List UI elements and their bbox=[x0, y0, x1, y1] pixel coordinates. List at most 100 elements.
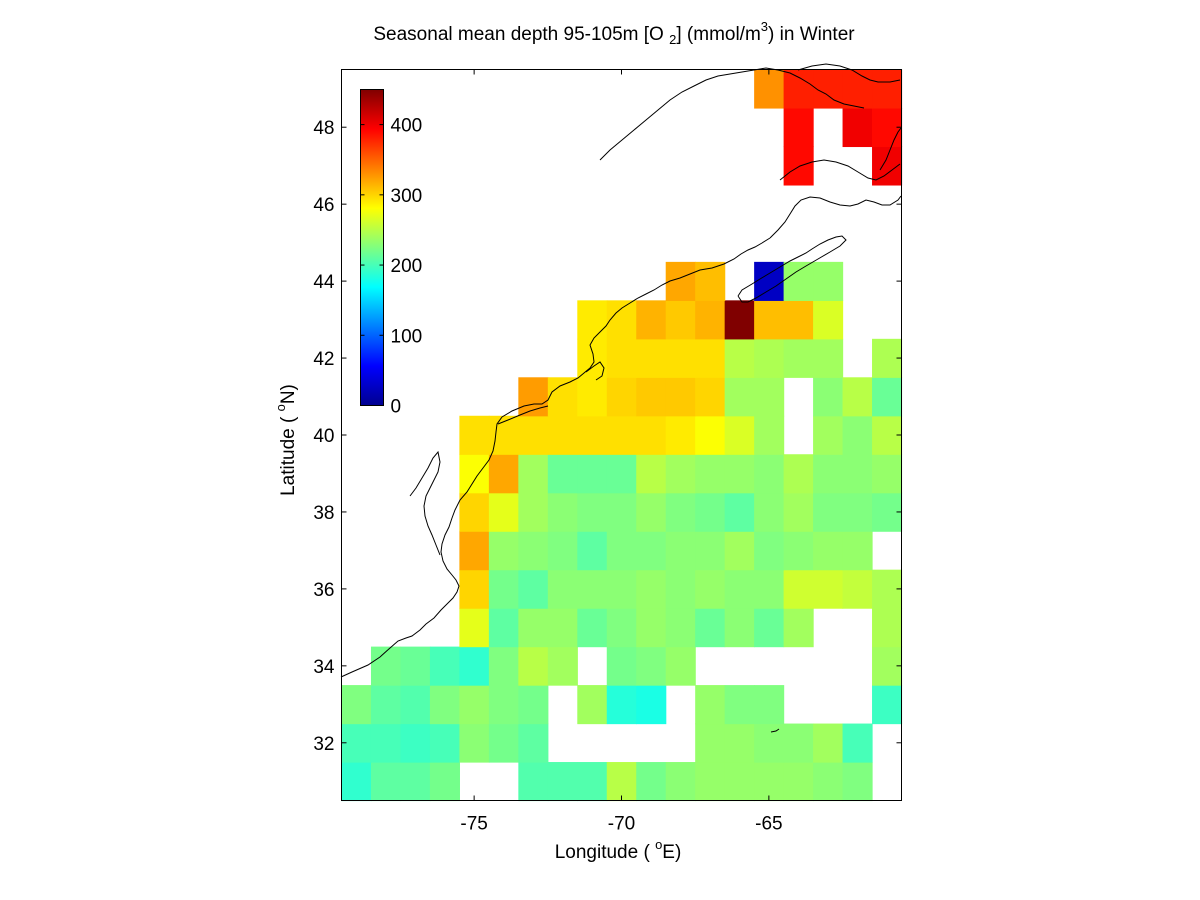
heatmap-cell bbox=[547, 762, 578, 802]
colorbar-ticks: 0 100 200 300 400 bbox=[360, 116, 423, 418]
heatmap-cell bbox=[695, 261, 726, 301]
coastline-cape-cod bbox=[585, 361, 605, 381]
heatmap-cell bbox=[606, 338, 637, 378]
heatmap-cell bbox=[695, 300, 726, 340]
heatmap-cell bbox=[606, 492, 637, 532]
heatmap-cell bbox=[813, 377, 844, 417]
heatmap-cell bbox=[636, 608, 667, 648]
heatmap-cell bbox=[695, 415, 726, 455]
heatmap-cell bbox=[665, 531, 696, 571]
heatmap-cell bbox=[695, 608, 726, 648]
heatmap-cell bbox=[488, 569, 519, 609]
heatmap-cell bbox=[813, 415, 844, 455]
heatmap-cell bbox=[459, 723, 490, 763]
heatmap-cell bbox=[577, 377, 608, 417]
heatmap-cell bbox=[783, 69, 814, 109]
heatmap-cell bbox=[783, 608, 814, 648]
heatmap-cell bbox=[695, 338, 726, 378]
heatmap-cell bbox=[813, 338, 844, 378]
heatmap-cell bbox=[518, 723, 549, 763]
y-tick-label: 34 bbox=[313, 657, 335, 678]
heatmap-cell bbox=[783, 454, 814, 494]
heatmap-cell bbox=[547, 454, 578, 494]
heatmap-cell bbox=[370, 762, 402, 802]
heatmap-cell bbox=[695, 377, 726, 417]
heatmap-cell bbox=[813, 531, 844, 571]
heatmap-cell bbox=[636, 377, 667, 417]
colorbar-tick-label: 0 bbox=[391, 397, 402, 418]
heatmap-cell bbox=[754, 454, 785, 494]
heatmap-cell bbox=[606, 569, 637, 609]
heatmap-cell bbox=[636, 646, 667, 686]
heatmap-cell bbox=[665, 415, 696, 455]
heatmap-cell bbox=[813, 454, 844, 494]
heatmap-cell bbox=[695, 685, 726, 725]
heatmap-cell bbox=[665, 377, 696, 417]
heatmap-cell bbox=[429, 646, 460, 686]
heatmap-cell bbox=[872, 454, 903, 494]
axis-ticks: -75 -70 -65 32 34 36 38 40 42 44 46 48 bbox=[313, 69, 902, 835]
heatmap-cells bbox=[341, 69, 903, 802]
heatmap-cell bbox=[724, 762, 755, 802]
heatmap-cell bbox=[783, 338, 814, 378]
coastline-north-shore bbox=[797, 63, 901, 83]
heatmap-cell bbox=[518, 569, 549, 609]
heatmap-cell bbox=[813, 569, 844, 609]
coastline-nova-scotia bbox=[737, 235, 847, 303]
heatmap-cell bbox=[429, 685, 460, 725]
heatmap-cell bbox=[606, 608, 637, 648]
heatmap-cell bbox=[518, 646, 549, 686]
colorbar-tick-label: 200 bbox=[391, 256, 423, 277]
heatmap-cell bbox=[665, 569, 696, 609]
x-tick-label: -70 bbox=[608, 814, 635, 835]
heatmap-cell bbox=[665, 646, 696, 686]
heatmap-cell bbox=[813, 69, 844, 109]
heatmap-cell bbox=[577, 685, 608, 725]
heatmap-cell bbox=[842, 454, 873, 494]
heatmap-cell bbox=[606, 377, 637, 417]
heatmap-cell bbox=[724, 569, 755, 609]
heatmap-cell bbox=[459, 685, 490, 725]
heatmap-cell bbox=[754, 415, 785, 455]
heatmap-cell bbox=[606, 762, 637, 802]
heatmap-cell bbox=[636, 762, 667, 802]
heatmap-cell bbox=[754, 377, 785, 417]
heatmap-cell bbox=[783, 531, 814, 571]
coastline-gulf-stlawrence bbox=[769, 195, 902, 239]
heatmap-cell bbox=[459, 415, 490, 455]
heatmap-cell bbox=[872, 69, 903, 109]
heatmap-cell bbox=[459, 492, 490, 532]
heatmap-cell bbox=[400, 762, 431, 802]
heatmap-cell bbox=[488, 608, 519, 648]
heatmap-cell bbox=[459, 454, 490, 494]
heatmap-cell bbox=[842, 531, 873, 571]
heatmap-cell bbox=[606, 685, 637, 725]
heatmap-cell bbox=[813, 762, 844, 802]
heatmap-cell bbox=[842, 492, 873, 532]
heatmap-cell bbox=[547, 492, 578, 532]
heatmap-cell bbox=[488, 646, 519, 686]
heatmap-cell bbox=[636, 454, 667, 494]
heatmap-cell bbox=[695, 569, 726, 609]
heatmap-cell bbox=[577, 454, 608, 494]
heatmap-cell bbox=[754, 300, 785, 340]
heatmap-cell bbox=[724, 338, 755, 378]
heatmap-cell bbox=[547, 377, 578, 417]
heatmap-cell bbox=[695, 531, 726, 571]
heatmap-cell bbox=[636, 531, 667, 571]
heatmap-cell bbox=[341, 762, 372, 802]
heatmap-cell bbox=[813, 261, 844, 301]
heatmap-cell bbox=[636, 415, 667, 455]
coastline-chesapeake bbox=[409, 450, 441, 556]
coastline-map bbox=[340, 63, 902, 733]
x-tick-label: -65 bbox=[755, 814, 782, 835]
heatmap-cell bbox=[577, 608, 608, 648]
heatmap-cell bbox=[606, 531, 637, 571]
heatmap-cell bbox=[695, 762, 726, 802]
heatmap-cell bbox=[518, 492, 549, 532]
heatmap-cell bbox=[518, 762, 549, 802]
y-tick-label: 36 bbox=[313, 580, 334, 601]
heatmap-cell bbox=[754, 492, 785, 532]
heatmap-cell bbox=[518, 685, 549, 725]
heatmap-cell bbox=[459, 569, 490, 609]
